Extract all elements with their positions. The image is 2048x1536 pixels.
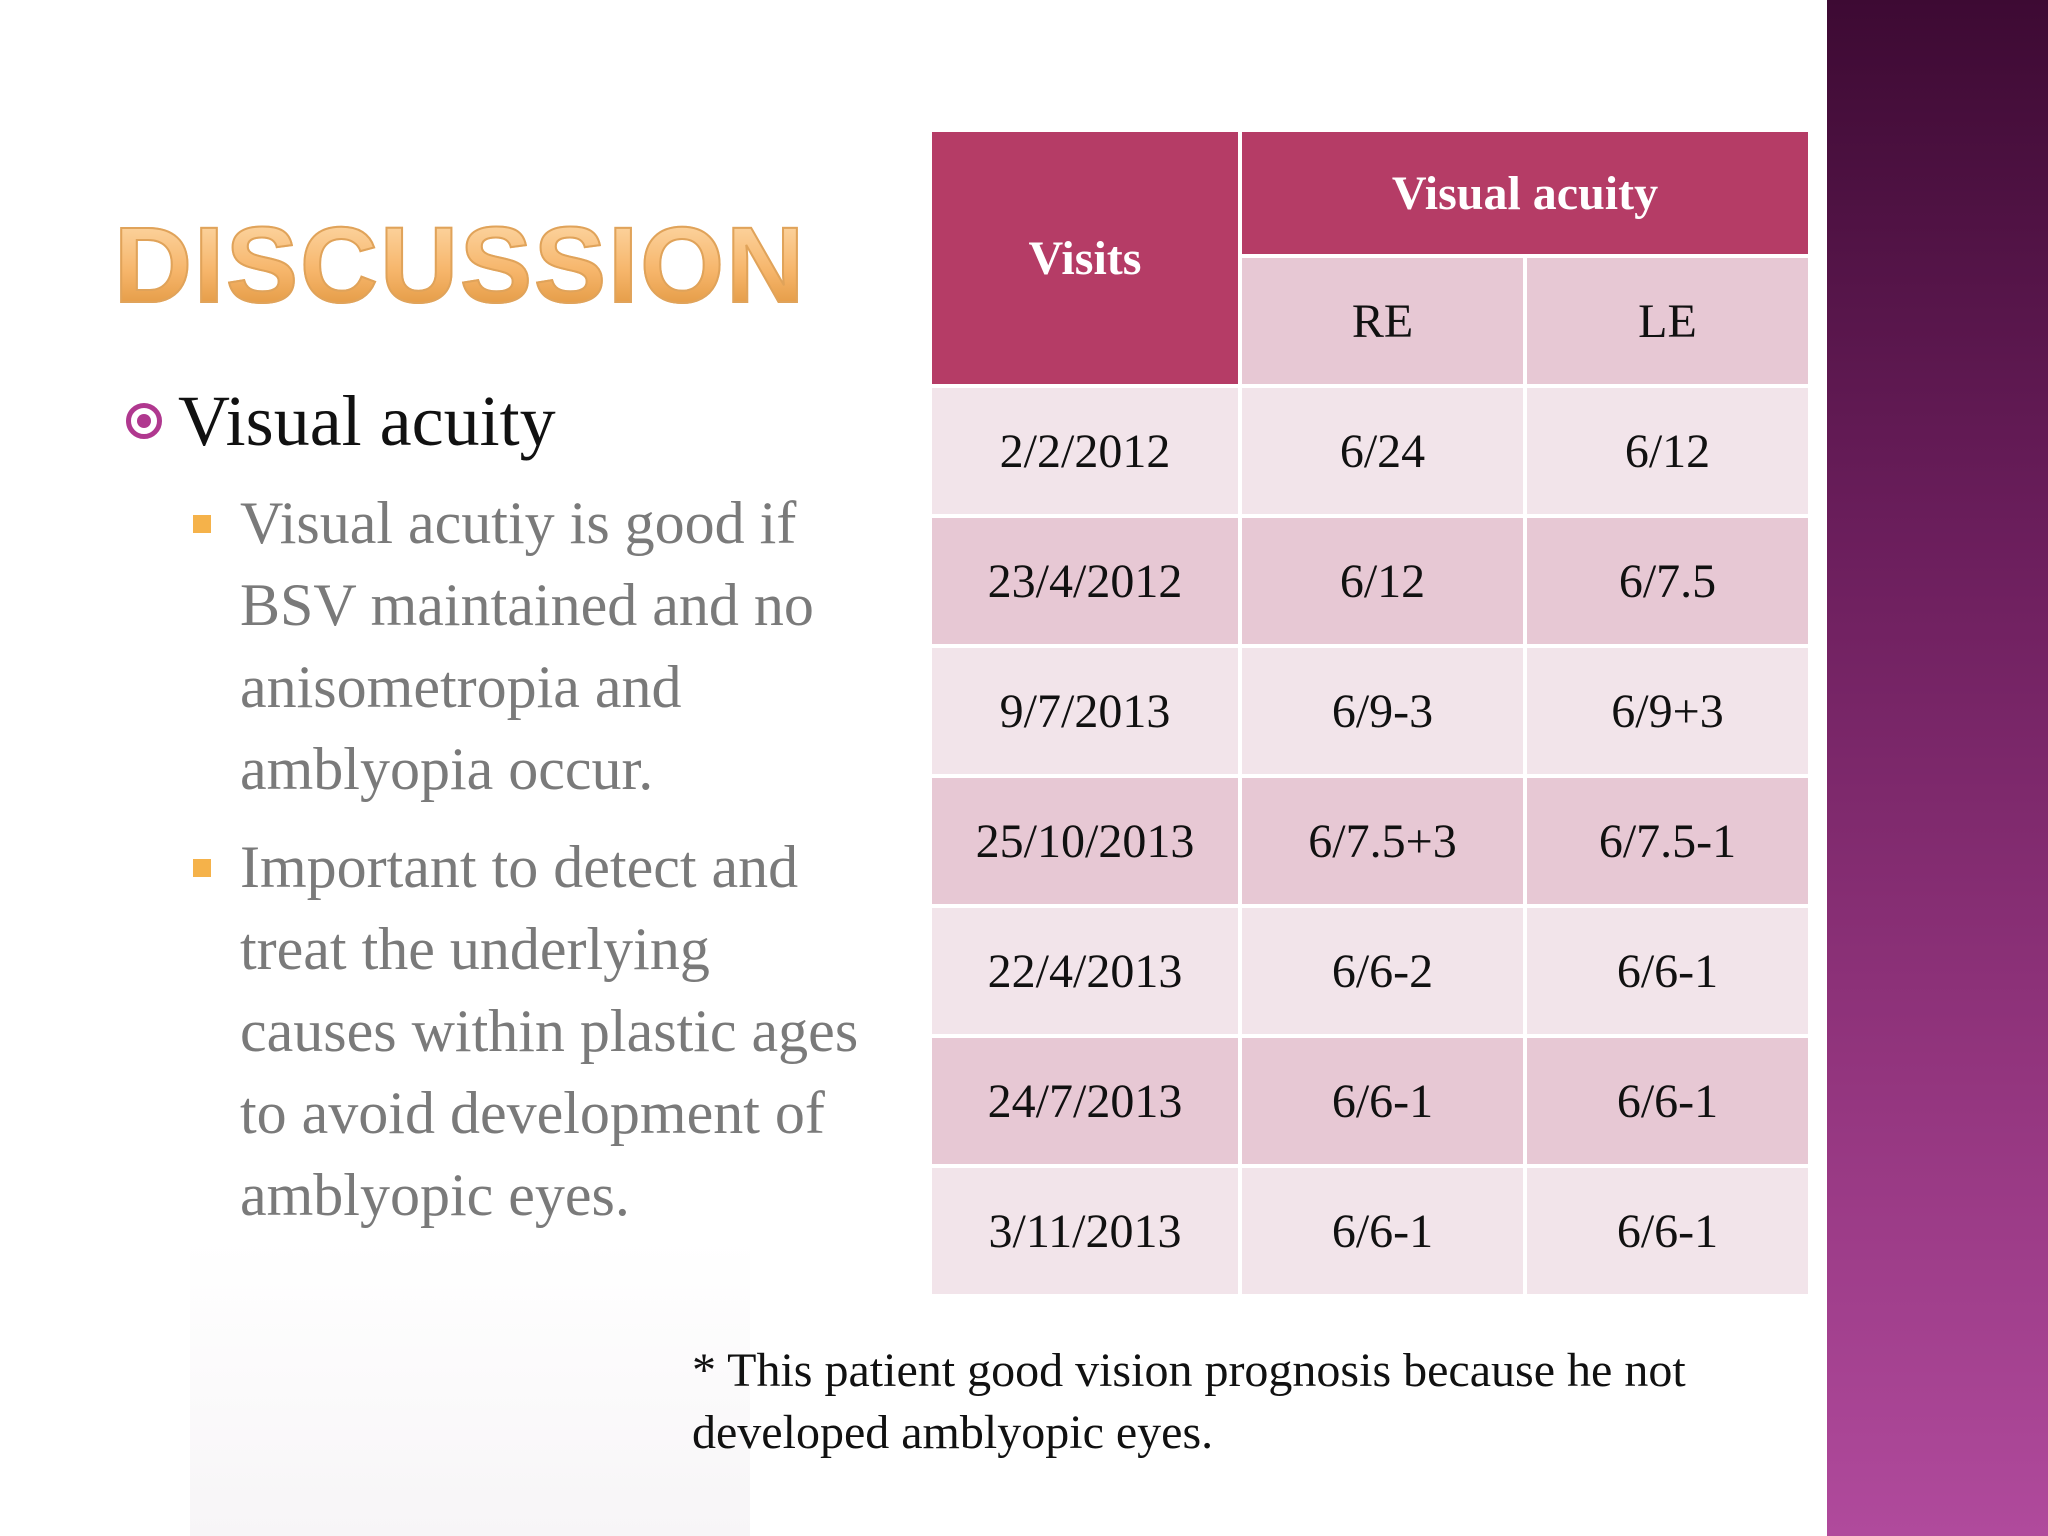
sub-bullet-text: Important to detect and treat the underl… [240,834,859,1228]
main-bullet: Visual acuity [126,376,846,466]
square-bullet-icon [193,515,211,533]
slide-title: DISCUSSION [113,200,814,330]
re-header: RE [1238,254,1527,388]
table-row: 9/7/2013 6/9-3 6/9+3 [928,644,1812,778]
visit-date-cell: 9/7/2013 [928,644,1242,778]
le-value-cell: 6/7.5-1 [1523,774,1812,908]
visit-date-cell: 23/4/2012 [928,514,1242,648]
visit-date-cell: 3/11/2013 [928,1164,1242,1298]
re-value-cell: 6/9-3 [1238,644,1527,778]
re-value-cell: 6/7.5+3 [1238,774,1527,908]
table-row: 23/4/2012 6/12 6/7.5 [928,514,1812,648]
le-value-cell: 6/7.5 [1523,514,1812,648]
visual-acuity-header: Visual acuity [1238,128,1812,258]
sub-bullet-text: Visual acutiy is good if BSV maintained … [240,490,814,802]
table-row: 2/2/2012 6/24 6/12 [928,384,1812,518]
visual-acuity-table: Visits Visual acuity RE LE 2/2/2012 6/24… [928,128,1812,1298]
visit-date-cell: 2/2/2012 [928,384,1242,518]
sub-bullet-list: Visual acutiy is good if BSV maintained … [190,482,880,1252]
re-value-cell: 6/12 [1238,514,1527,648]
le-value-cell: 6/9+3 [1523,644,1812,778]
decorative-side-band [1827,0,2048,1536]
sub-bullet-item: Important to detect and treat the underl… [190,826,880,1236]
le-value-cell: 6/12 [1523,384,1812,518]
table-row: 24/7/2013 6/6-1 6/6-1 [928,1034,1812,1168]
footnote: * This patient good vision prognosis bec… [692,1344,1686,1459]
re-value-cell: 6/6-1 [1238,1034,1527,1168]
re-value-cell: 6/6-1 [1238,1164,1527,1298]
le-value-cell: 6/6-1 [1523,1034,1812,1168]
visits-header: Visits [928,128,1242,388]
background-shade [190,1240,750,1536]
main-bullet-label: Visual acuity [178,381,556,461]
table-row: 25/10/2013 6/7.5+3 6/7.5-1 [928,774,1812,908]
visit-date-cell: 25/10/2013 [928,774,1242,908]
le-value-cell: 6/6-1 [1523,904,1812,1038]
target-bullet-icon [126,403,162,439]
sub-bullet-item: Visual acutiy is good if BSV maintained … [190,482,880,810]
le-value-cell: 6/6-1 [1523,1164,1812,1298]
re-value-cell: 6/6-2 [1238,904,1527,1038]
visit-date-cell: 22/4/2013 [928,904,1242,1038]
table-row: 3/11/2013 6/6-1 6/6-1 [928,1164,1812,1298]
square-bullet-icon [193,859,211,877]
le-header: LE [1523,254,1812,388]
re-value-cell: 6/24 [1238,384,1527,518]
visit-date-cell: 24/7/2013 [928,1034,1242,1168]
table-row: 22/4/2013 6/6-2 6/6-1 [928,904,1812,1038]
